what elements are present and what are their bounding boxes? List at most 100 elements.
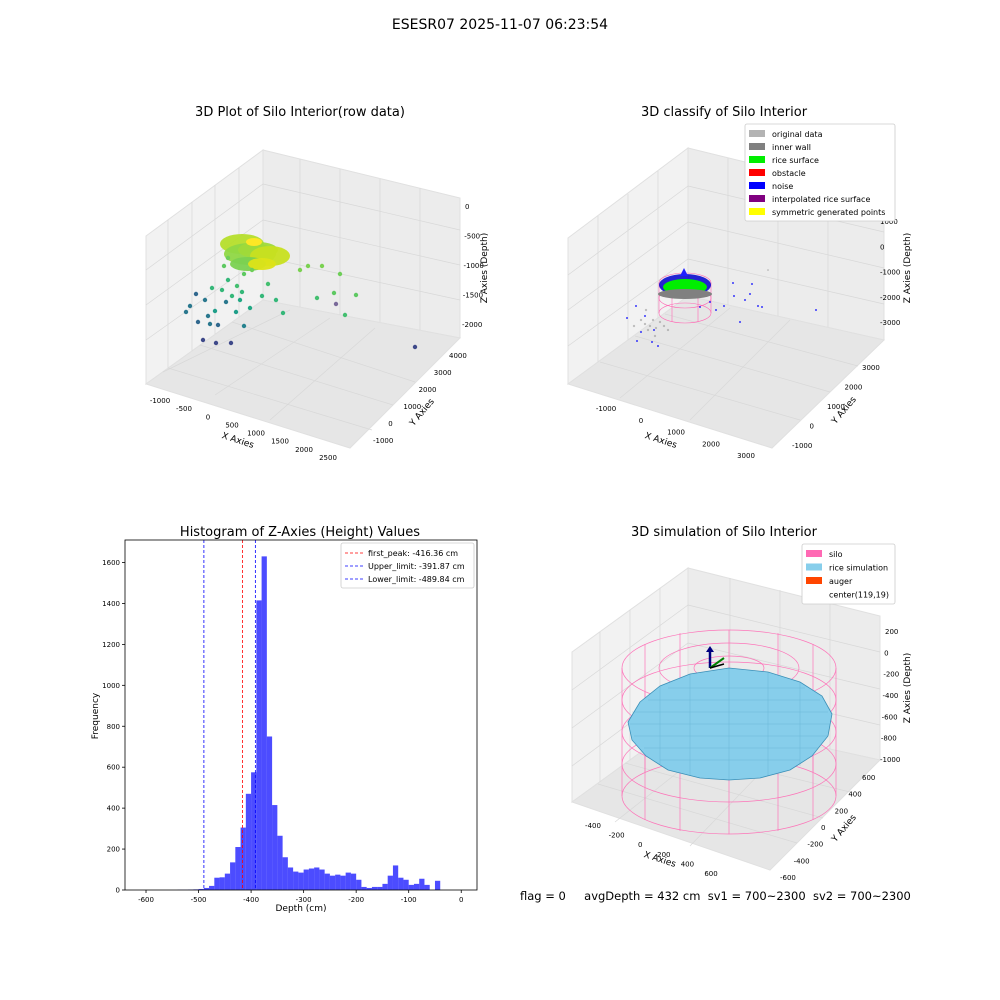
histogram-bar	[371, 886, 378, 890]
raw-data-point	[207, 321, 213, 327]
status-avg-depth: avgDepth = 432 cm	[584, 889, 701, 903]
simulation-legend-swatch	[806, 550, 822, 557]
noise-point	[657, 345, 659, 347]
original-data-point	[653, 334, 657, 338]
noise-point	[723, 305, 725, 307]
raw-data-point	[234, 283, 240, 289]
y-tick-label: 1000	[403, 403, 421, 411]
x-tick-label: -100	[401, 896, 417, 904]
noise-point	[733, 295, 735, 297]
raw-zlabel: Z Axies (Depth)	[480, 233, 490, 304]
histogram-frame	[124, 539, 478, 891]
raw-data-point	[193, 291, 199, 297]
histogram-bar	[240, 827, 246, 890]
y-tick-label: 2000	[845, 384, 863, 392]
raw-data-point	[233, 309, 239, 315]
y-tick-label: 200	[107, 846, 120, 854]
histogram-bar	[324, 873, 330, 890]
histogram-bar	[209, 885, 215, 890]
classify-legend-swatch	[749, 169, 765, 176]
original-data-point	[643, 322, 647, 326]
raw-data-point	[412, 344, 418, 350]
raw-data-point	[305, 263, 311, 269]
histogram-bar	[298, 872, 304, 890]
raw-data-point	[342, 312, 348, 318]
histogram-bar	[230, 862, 236, 890]
z-tick-label: 200	[885, 628, 898, 636]
z-tick-label: -1000	[880, 756, 900, 764]
x-tick-label: 1000	[667, 429, 685, 437]
original-data-point	[632, 324, 636, 328]
raw-data-point	[265, 281, 271, 287]
figure-title: ESESR07 2025-11-07 06:23:54	[391, 17, 609, 33]
simulation-plot-title: 3D simulation of Silo Interior	[631, 525, 818, 540]
classify-legend-swatch	[749, 208, 765, 215]
x-tick-label: 400	[681, 860, 694, 868]
z-tick-label: 0	[465, 203, 469, 211]
noise-point	[699, 306, 701, 308]
raw-surface-blob	[246, 238, 262, 246]
histogram-xlabel: Depth (cm)	[275, 904, 326, 914]
x-tick-label: -200	[348, 896, 364, 904]
raw-data-point	[249, 267, 255, 273]
z-tick-label: 1000	[880, 218, 898, 226]
histogram-bar	[293, 871, 299, 890]
y-tick-label: 3000	[862, 364, 880, 372]
noise-point	[715, 309, 717, 311]
original-data-point	[644, 308, 648, 312]
histogram-bar	[261, 556, 267, 890]
histogram-legend-frame	[340, 542, 475, 589]
noise-point	[739, 321, 741, 323]
x-tick-label: 2000	[295, 446, 313, 454]
y-tick-label: 0	[821, 824, 825, 832]
simulation-center-axes	[706, 646, 725, 669]
y-tick-label: 1600	[102, 559, 120, 567]
raw-data-point	[223, 299, 229, 305]
histogram-bar	[408, 884, 414, 890]
simulation-zlabel: Z Axies (Depth)	[903, 653, 913, 724]
noise-point	[626, 317, 628, 319]
z-tick-label: -2000	[880, 294, 900, 302]
histogram-legend-label: first_peak: -416.36 cm	[368, 549, 458, 558]
histogram-bar	[282, 857, 288, 890]
y-tick-label: -600	[780, 874, 796, 882]
raw-data-point	[209, 285, 215, 291]
classify-legend-label: interpolated rice surface	[772, 195, 870, 204]
simulation-legend-label: silo	[829, 550, 843, 559]
x-tick-label: 0	[639, 417, 643, 425]
original-data-point	[639, 318, 643, 322]
histogram-bar	[403, 879, 409, 890]
y-tick-label: 400	[848, 791, 861, 799]
x-tick-label: 0	[206, 413, 210, 421]
z-tick-label: -1500	[463, 292, 483, 300]
z-tick-label: -600	[882, 713, 898, 721]
simulation-legend-swatch	[806, 577, 822, 584]
histogram-bar	[224, 873, 231, 890]
histogram-bar	[203, 887, 210, 890]
raw-data-point	[195, 319, 201, 325]
histogram-bar	[340, 875, 346, 890]
raw-data-point	[241, 271, 247, 277]
noise-point	[761, 306, 763, 308]
status-line: flag = 0 avgDepth = 432 cm sv1 = 700~230…	[520, 889, 911, 903]
raw-data-point	[215, 322, 221, 328]
x-tick-label: 200	[657, 851, 670, 859]
histogram-bar	[419, 878, 425, 890]
histogram-legend-label: Upper_limit: -391.87 cm	[368, 562, 465, 571]
z-tick-label: -200	[883, 671, 899, 679]
histogram-plot: -600 -500 -400 -300 -200 -100 0 0 200 400 600 800 10…	[102, 539, 478, 904]
raw-data-point	[219, 287, 225, 293]
y-tick-label: -200	[807, 841, 823, 849]
simulation-legend: silo rice simulation auger center(119,19)	[801, 543, 896, 605]
raw-data-point	[247, 305, 253, 311]
noise-point	[744, 299, 746, 301]
classify-plot-title: 3D classify of Silo Interior	[641, 105, 808, 120]
raw-data-point	[213, 340, 219, 346]
classify-legend-label: inner wall	[772, 143, 811, 152]
histogram-bar	[256, 600, 262, 890]
y-tick-label: -400	[794, 857, 810, 865]
y-tick-label: 0	[810, 423, 814, 431]
raw-data-point	[337, 271, 343, 277]
simulation-legend-label: auger	[829, 577, 853, 586]
